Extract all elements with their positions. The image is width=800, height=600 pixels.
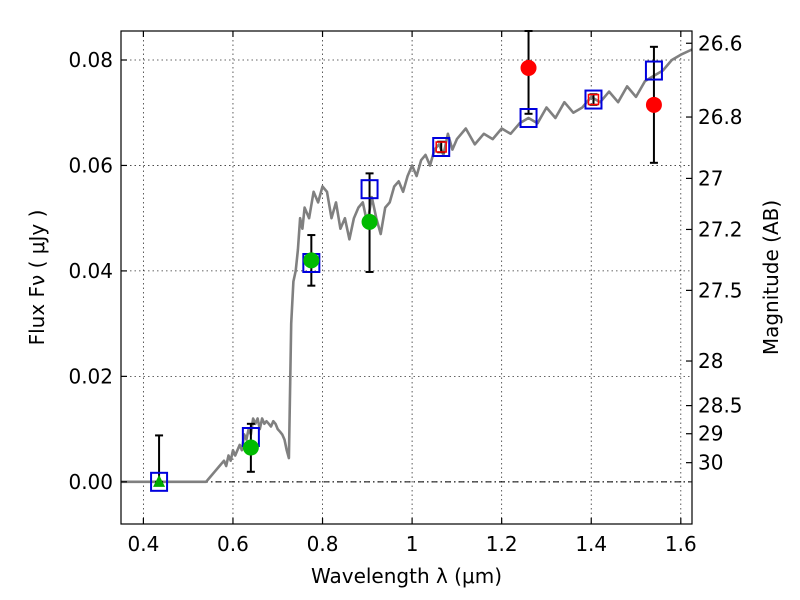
observed-point-marker: [645, 96, 662, 113]
model-square-marker: [644, 60, 663, 81]
x-tick-label: 1.6: [665, 532, 697, 556]
mag-tick-label: 26.6: [698, 31, 743, 55]
x-tick-label: 0.8: [307, 532, 339, 556]
mag-tick-label: 27.2: [698, 217, 743, 241]
spectrum-line: [121, 48, 693, 484]
right-axis-label: Magnitude (AB): [759, 200, 783, 355]
y-tick-label: 0.08: [68, 48, 113, 72]
model-square-marker: [432, 137, 451, 157]
mag-tick-label: 28.5: [698, 394, 743, 418]
grid-layer: [121, 31, 692, 524]
plot-frame: [120, 30, 693, 525]
y-tick-label: 0.04: [68, 259, 113, 283]
mag-tick-label: 27: [698, 166, 723, 190]
model-square-marker: [584, 89, 603, 110]
observed-point-small: [435, 141, 447, 153]
observed-point-marker: [520, 59, 537, 76]
y-tick-label: 0.06: [68, 153, 113, 177]
mag-tick-label: 30: [698, 451, 723, 475]
observed-point-small: [587, 93, 600, 106]
mag-tick-label: 26.8: [698, 105, 743, 129]
errorbar-layer: [155, 30, 658, 483]
x-tick-label: 1.4: [575, 532, 607, 556]
model-square-marker: [519, 108, 538, 128]
x-tick-label: 0.6: [217, 532, 249, 556]
observed-point-marker: [303, 252, 320, 269]
mag-tick-label: 29: [698, 422, 723, 446]
observed-point-marker: [242, 439, 259, 456]
x-tick-label: 1.2: [486, 532, 518, 556]
y-axis-label: Flux Fν ( μJy ): [25, 210, 49, 346]
y-tick-label: 0.00: [68, 470, 113, 494]
x-tick-label: 1: [406, 532, 419, 556]
mag-tick-label: 28: [698, 349, 723, 373]
model-square-marker: [360, 179, 379, 200]
model-square-marker: [150, 471, 169, 492]
x-axis-label: Wavelength λ (μm): [311, 564, 502, 588]
observed-point-marker: [361, 213, 378, 230]
x-tick-label: 0.4: [127, 532, 159, 556]
marker-layer: [150, 59, 663, 492]
tick-layer: 0.4 0.6 0.8 1 1.2 1.4 1.6 0.00 0.02 0.04 0.06 0.08 2…: [68, 31, 743, 556]
y-tick-label: 0.02: [68, 364, 113, 388]
upper-limit-triangle: [153, 474, 166, 487]
mag-tick-label: 27.5: [698, 278, 743, 302]
